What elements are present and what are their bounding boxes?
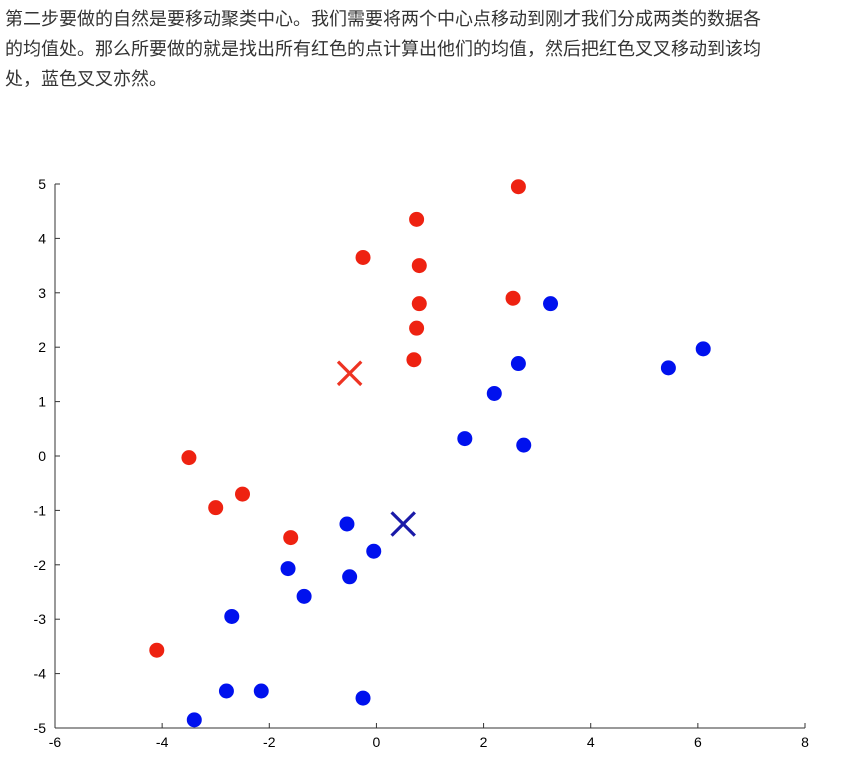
x-tick-label: -2 bbox=[263, 734, 276, 750]
red-data-point bbox=[235, 486, 250, 502]
y-tick-label: -3 bbox=[34, 611, 47, 627]
red-center-x-marker bbox=[336, 360, 363, 387]
blue-data-point bbox=[660, 360, 676, 376]
red-data-point bbox=[355, 249, 371, 265]
article-line-3: 处，蓝色叉叉亦然。 bbox=[5, 69, 167, 90]
x-tick-label: 0 bbox=[373, 734, 381, 750]
blue-data-point bbox=[516, 437, 532, 453]
red-data-point bbox=[181, 450, 197, 466]
y-tick-label: 4 bbox=[38, 230, 46, 246]
x-axis-ticks: -6 -4 -2 0 2 4 6 8 bbox=[49, 723, 809, 750]
blue-data-point bbox=[280, 561, 296, 577]
data-points bbox=[149, 179, 711, 728]
scatter-chart: 5 4 3 2 1 0 -1 -2 -3 -4 -5 -6 -4 -2 0 2 4 6 8 bbox=[0, 150, 842, 769]
blue-center-x-marker bbox=[390, 511, 416, 537]
red-data-point bbox=[505, 290, 521, 306]
x-tick-label: 6 bbox=[694, 734, 702, 750]
red-data-point bbox=[208, 500, 224, 516]
y-axis-ticks: 5 4 3 2 1 0 -1 -2 -3 -4 -5 bbox=[34, 176, 60, 736]
red-data-point bbox=[149, 642, 165, 658]
x-tick-label: -4 bbox=[156, 734, 169, 750]
y-tick-label: -4 bbox=[34, 666, 47, 682]
scatter-chart-svg: 5 4 3 2 1 0 -1 -2 -3 -4 -5 -6 -4 -2 0 2 4 6 8 bbox=[34, 176, 810, 750]
blue-data-point bbox=[486, 385, 502, 401]
blue-data-point bbox=[224, 608, 240, 624]
article-line-2: 的均值处。那么所要做的就是找出所有红色的点计算出他们的均值，然后把红色叉叉移动到… bbox=[5, 39, 761, 60]
x-tick-label: 8 bbox=[801, 734, 809, 750]
y-tick-label: -2 bbox=[34, 557, 47, 573]
article-paragraph: 第二步要做的自然是要移动聚类中心。我们需要将两个中心点移动到刚才我们分成两类的数… bbox=[5, 5, 842, 95]
red-data-point bbox=[283, 530, 299, 546]
blue-data-point bbox=[510, 356, 526, 372]
blue-data-point bbox=[342, 569, 358, 585]
x-tick-label: 2 bbox=[480, 734, 488, 750]
y-tick-label: 3 bbox=[38, 285, 46, 301]
blue-data-point bbox=[355, 690, 371, 706]
x-tick-label: 4 bbox=[587, 734, 595, 750]
blue-data-point bbox=[695, 341, 711, 357]
y-tick-label: 5 bbox=[38, 176, 46, 192]
red-data-point bbox=[406, 352, 422, 368]
red-data-point bbox=[409, 211, 425, 227]
red-data-point bbox=[411, 296, 427, 312]
y-tick-label: 1 bbox=[38, 394, 46, 410]
red-data-point bbox=[510, 179, 526, 195]
y-tick-label: -1 bbox=[34, 502, 47, 518]
red-data-point bbox=[411, 258, 427, 274]
blue-data-point bbox=[366, 543, 382, 559]
y-tick-label: 2 bbox=[38, 339, 46, 355]
y-tick-label: 0 bbox=[38, 448, 46, 464]
blue-data-point bbox=[253, 683, 269, 699]
blue-data-point bbox=[186, 712, 202, 728]
blue-data-point bbox=[457, 431, 473, 447]
blue-data-point bbox=[339, 516, 355, 532]
red-data-point bbox=[409, 320, 425, 336]
blue-data-point bbox=[543, 296, 559, 312]
blue-data-point bbox=[218, 683, 234, 699]
blue-data-point bbox=[296, 588, 312, 604]
x-tick-label: -6 bbox=[49, 734, 62, 750]
article-line-1: 第二步要做的自然是要移动聚类中心。我们需要将两个中心点移动到刚才我们分成两类的数… bbox=[5, 9, 761, 30]
y-tick-label: -5 bbox=[34, 720, 47, 736]
